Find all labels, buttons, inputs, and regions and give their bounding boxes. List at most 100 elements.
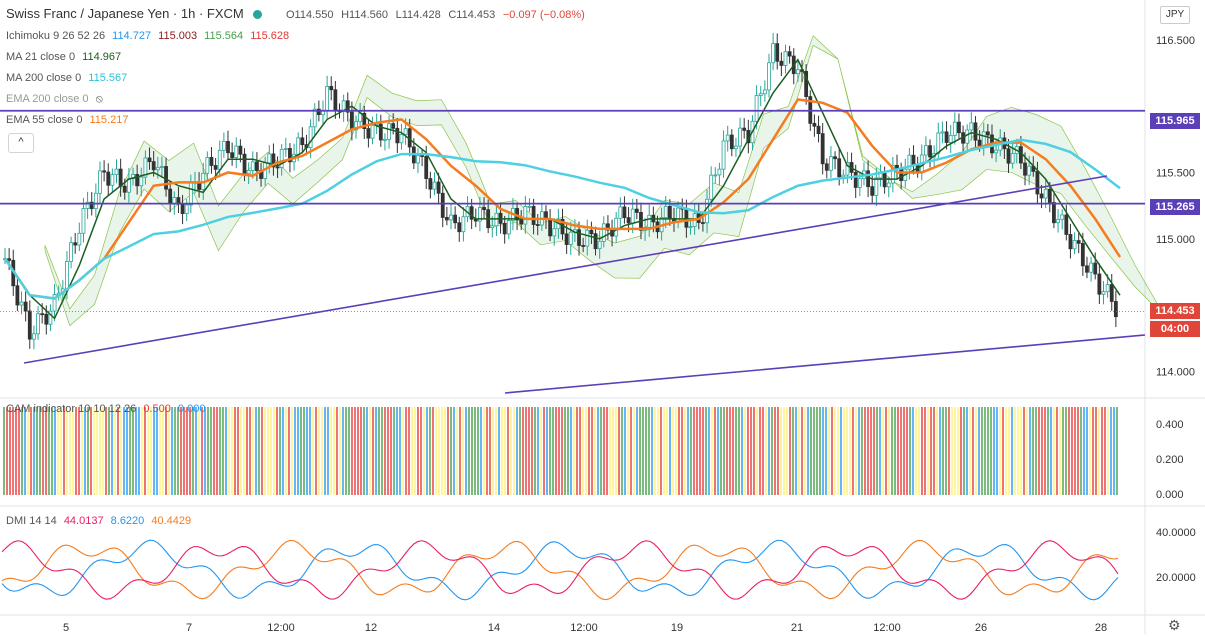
- candle-body: [391, 123, 396, 129]
- candle-body: [416, 155, 420, 164]
- upper-line-price-tag: 115.965: [1150, 113, 1200, 129]
- candle-body: [1085, 265, 1089, 273]
- candle-body: [886, 182, 891, 188]
- candle-body: [663, 206, 668, 218]
- candle-body: [824, 163, 829, 171]
- legend-ma200[interactable]: MA 200 close 0 115.567: [6, 71, 131, 85]
- candle-body: [250, 161, 255, 171]
- candle-body: [267, 153, 272, 164]
- time-tick-label: 12:00: [267, 622, 295, 634]
- eye-hidden-icon[interactable]: ⦸: [95, 93, 103, 105]
- candle-body: [288, 148, 292, 163]
- candle-body: [1089, 262, 1093, 273]
- candle-body: [783, 51, 788, 66]
- candle-body: [771, 43, 776, 64]
- candle-body: [1018, 146, 1023, 164]
- candle-body: [32, 333, 36, 340]
- cam-label: CAM indicator 10 10 12 26: [6, 403, 137, 415]
- candle-body: [977, 139, 982, 146]
- currency-badge[interactable]: JPY: [1160, 6, 1190, 24]
- candle-body: [523, 206, 528, 225]
- candle-body: [461, 216, 466, 233]
- candle-body: [102, 170, 107, 173]
- candle-body: [19, 301, 24, 306]
- legend-dmi[interactable]: DMI 14 14 44.0137 8.6220 40.4429: [6, 514, 195, 528]
- dmi-tick-label: 20.0000: [1156, 572, 1196, 584]
- dmi-value-1: 44.0137: [63, 515, 104, 527]
- candle-body: [965, 129, 970, 144]
- candle-body: [812, 122, 817, 127]
- candle-body: [147, 157, 152, 163]
- candle-body: [527, 205, 532, 208]
- ma21-value: 114.967: [82, 51, 122, 63]
- candle-body: [622, 206, 627, 219]
- candle-body: [734, 145, 738, 150]
- ohlc-change: −0.097 (−0.08%): [502, 9, 585, 21]
- candle-body: [585, 229, 590, 247]
- cam-value-1: 0.500: [143, 403, 171, 415]
- candle-body: [440, 192, 445, 218]
- candle-body: [1006, 148, 1011, 164]
- candle-body: [387, 123, 391, 140]
- legend-ema200[interactable]: EMA 200 close 0 ⦸: [6, 92, 107, 106]
- ohlc-low: L114.428: [395, 9, 441, 21]
- candle-body: [1035, 170, 1040, 195]
- candle-body: [729, 134, 734, 150]
- candle-body: [234, 145, 239, 158]
- candle-body: [118, 168, 123, 187]
- candle-body: [787, 51, 792, 57]
- candle-body: [436, 181, 441, 194]
- candle-body: [478, 207, 482, 222]
- candle-body: [581, 245, 586, 247]
- candle-body: [378, 123, 383, 141]
- ohlc-open: O114.550: [285, 9, 334, 21]
- candle-body: [36, 313, 40, 335]
- collapse-legend-button[interactable]: ^: [8, 133, 34, 153]
- dmi-plus-line: [1, 539, 1119, 601]
- time-tick-label: 26: [975, 622, 987, 634]
- candle-body: [1097, 273, 1102, 295]
- ichimoku-label: Ichimoku 9 26 52 26: [6, 30, 106, 42]
- candle-body: [738, 127, 742, 147]
- candle-body: [725, 134, 730, 142]
- candle-body: [952, 121, 957, 136]
- candle-body: [593, 233, 598, 250]
- lower-line-price-tag: 115.265: [1150, 199, 1200, 215]
- candle-body: [779, 60, 784, 66]
- candle-body: [160, 166, 164, 168]
- cam-tick-label: 0.200: [1156, 454, 1184, 466]
- candle-body: [89, 201, 94, 210]
- legend-cam[interactable]: CAM indicator 10 10 12 26 0.500 0.000: [6, 402, 209, 416]
- candle-body: [27, 310, 32, 340]
- candle-body: [457, 222, 462, 233]
- legend-ma21[interactable]: MA 21 close 0 114.967: [6, 50, 125, 64]
- candle-body: [188, 182, 193, 206]
- ma200-value: 115.567: [88, 72, 128, 84]
- last-price-tag: 114.453: [1150, 303, 1200, 319]
- candle-body: [795, 69, 800, 75]
- dmi-label: DMI 14 14: [6, 515, 57, 527]
- candle-body: [139, 176, 144, 187]
- time-tick-label: 5: [63, 622, 69, 634]
- candle-body: [936, 132, 941, 154]
- time-tick-label: 14: [488, 622, 500, 634]
- candle-body: [564, 233, 569, 245]
- settings-gear-icon[interactable]: ⚙: [1168, 617, 1181, 633]
- candle-body: [205, 157, 210, 174]
- candle-body: [1076, 240, 1081, 244]
- candle-body: [589, 229, 594, 235]
- candle-body: [23, 301, 28, 312]
- candle-body: [424, 156, 429, 179]
- candle-body: [184, 204, 189, 214]
- candle-body: [717, 168, 722, 176]
- candle-body: [688, 226, 693, 228]
- trendline-lower: [504, 334, 1146, 394]
- candle-body: [469, 206, 474, 220]
- candle-body: [701, 222, 705, 224]
- candle-body: [709, 174, 714, 200]
- legend-ichimoku[interactable]: Ichimoku 9 26 52 26 114.727 115.003 115.…: [6, 29, 293, 43]
- legend-ema55[interactable]: EMA 55 close 0 115.217: [6, 113, 132, 127]
- candle-body: [597, 240, 602, 250]
